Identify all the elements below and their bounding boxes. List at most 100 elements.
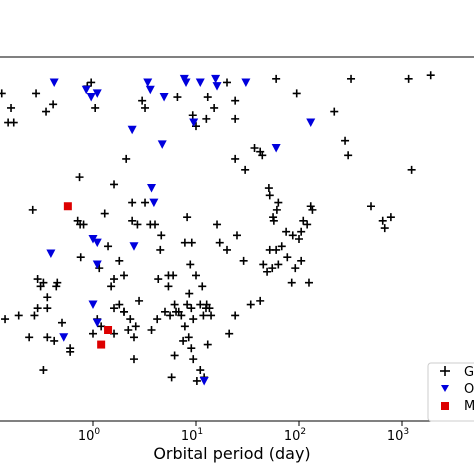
x-tick-label-3: 102 [284, 427, 306, 444]
point-g-101 [213, 220, 222, 229]
x-axis-label: Orbital period (day) [153, 444, 310, 463]
point-o-10 [195, 78, 205, 87]
legend-marker-m [441, 402, 449, 410]
point-g-137 [277, 242, 286, 251]
point-g-85 [187, 238, 196, 247]
point-g-127 [295, 235, 303, 243]
point-g-68 [164, 282, 173, 291]
point-g-65 [156, 245, 165, 254]
point-g-70 [166, 311, 175, 320]
point-g-103 [223, 78, 232, 87]
point-g-37 [110, 180, 119, 189]
point-g-84 [180, 238, 189, 247]
point-g-117 [223, 245, 232, 254]
point-g-50 [131, 322, 140, 331]
point-g-0 [0, 89, 6, 98]
point-g-26 [75, 173, 84, 182]
point-g-22 [57, 318, 66, 327]
point-g-131 [306, 202, 315, 211]
point-g-67 [154, 275, 163, 284]
point-g-71 [153, 315, 162, 324]
point-g-161 [192, 376, 201, 385]
point-g-166 [179, 336, 188, 345]
point-g-17 [33, 304, 42, 313]
point-g-40 [120, 271, 129, 280]
point-m-2 [97, 340, 106, 349]
point-g-133 [297, 256, 306, 265]
point-g-36 [104, 242, 113, 251]
point-g-143 [272, 74, 281, 83]
point-g-13 [25, 333, 34, 342]
point-g-14 [14, 311, 23, 320]
legend-box [427, 362, 474, 422]
point-g-104 [231, 96, 240, 105]
point-g-4 [28, 205, 37, 214]
point-g-39 [115, 256, 124, 265]
point-o-26 [92, 318, 102, 328]
point-g-77 [180, 322, 189, 331]
point-g-157 [184, 333, 193, 342]
point-g-5 [32, 89, 41, 98]
point-o-24 [92, 260, 102, 269]
point-g-95 [173, 93, 182, 102]
point-o-17 [149, 198, 159, 208]
point-g-88 [198, 282, 207, 291]
point-g-96 [188, 111, 197, 120]
point-g-52 [97, 322, 106, 331]
point-g-154 [407, 165, 416, 174]
point-g-46 [115, 300, 124, 309]
point-g-60 [141, 103, 150, 112]
point-g-43 [133, 220, 142, 229]
point-g-87 [192, 271, 200, 280]
point-g-35 [100, 209, 109, 218]
point-g-99 [210, 103, 219, 112]
x-tick-label-4: 103 [387, 427, 409, 444]
point-g-31 [87, 78, 96, 87]
point-g-16 [43, 304, 52, 313]
point-g-160 [196, 366, 205, 375]
point-g-8 [43, 293, 52, 302]
x-tick-label-2: 101 [181, 427, 203, 444]
point-g-44 [107, 282, 116, 291]
point-g-100 [183, 213, 192, 222]
point-g-92 [205, 304, 214, 313]
point-o-9 [181, 78, 191, 87]
legend: G O M [427, 362, 474, 422]
point-g-107 [241, 165, 250, 174]
point-g-108 [250, 144, 259, 152]
point-o-1 [81, 85, 91, 95]
point-g-132 [308, 205, 317, 214]
point-g-156 [304, 278, 313, 287]
point-g-149 [366, 202, 375, 211]
point-g-116 [215, 238, 224, 247]
point-g-59 [129, 355, 138, 364]
point-g-83 [169, 271, 178, 280]
point-g-135 [287, 278, 296, 287]
point-g-30 [76, 253, 85, 262]
point-g-11 [33, 275, 42, 284]
point-o-0 [49, 78, 59, 87]
point-g-12 [36, 282, 45, 291]
point-g-56 [110, 304, 119, 313]
x-tick-label-1: 100 [78, 427, 101, 444]
point-o-22 [92, 238, 102, 248]
point-g-138 [269, 213, 278, 222]
point-g-119 [239, 256, 248, 265]
point-g-33 [91, 103, 100, 112]
point-o-7 [159, 93, 169, 102]
point-g-51 [135, 296, 144, 305]
point-g-111 [264, 184, 273, 193]
point-g-66 [157, 231, 166, 240]
point-g-134 [291, 264, 300, 273]
point-g-54 [89, 329, 97, 338]
point-g-49 [129, 333, 138, 342]
point-g-81 [189, 315, 198, 324]
point-g-86 [186, 260, 195, 269]
point-g-29 [79, 220, 88, 229]
point-g-136 [283, 253, 292, 262]
point-g-57 [120, 307, 129, 316]
point-g-122 [268, 264, 277, 273]
point-g-148 [347, 74, 356, 83]
legend-label-o: O [464, 382, 474, 397]
point-g-102 [203, 93, 212, 102]
